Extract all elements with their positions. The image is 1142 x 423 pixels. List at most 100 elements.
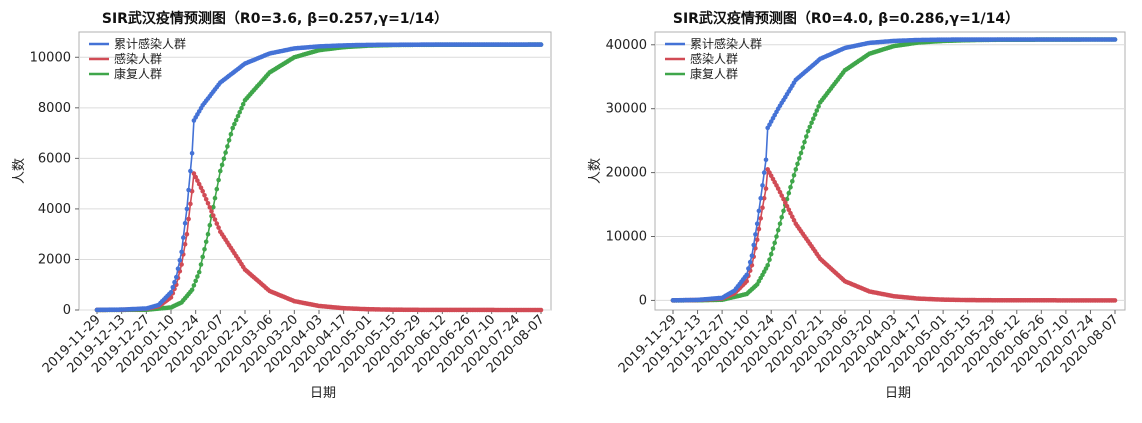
data-point <box>760 183 765 188</box>
data-point <box>760 205 765 210</box>
data-point <box>781 196 786 202</box>
legend-label: 感染人群 <box>690 51 738 66</box>
chart-title: SIR武汉疫情预测图（R0=3.6, β=0.257,γ=1/14） <box>102 10 448 27</box>
data-point <box>240 101 246 107</box>
data-point <box>195 178 200 183</box>
data-point <box>1112 37 1118 42</box>
data-point <box>538 42 544 47</box>
data-point <box>193 174 198 180</box>
data-point <box>805 128 811 134</box>
data-point <box>205 201 211 206</box>
data-point <box>767 257 772 263</box>
data-point <box>751 242 756 248</box>
data-point <box>219 162 225 168</box>
y-tick-label: 6000 <box>38 151 71 166</box>
data-point <box>188 201 193 207</box>
y-tick-label: 30000 <box>606 102 647 117</box>
data-point <box>777 221 783 226</box>
y-axis-label: 人数 <box>588 158 603 184</box>
data-point <box>200 254 205 260</box>
plot-area <box>654 31 1126 311</box>
data-point <box>775 227 781 233</box>
data-point <box>195 274 200 279</box>
data-point <box>784 203 790 209</box>
data-point <box>777 189 783 195</box>
data-point <box>184 231 190 237</box>
data-point <box>786 207 792 212</box>
series-cumulative <box>94 42 544 313</box>
series-cumulative <box>670 37 1118 303</box>
data-point <box>181 235 186 240</box>
data-point <box>182 242 188 247</box>
data-point <box>747 259 753 265</box>
data-point <box>765 263 770 268</box>
y-tick-label: 20000 <box>606 166 647 181</box>
data-point <box>191 171 197 176</box>
data-point <box>237 109 242 115</box>
data-point <box>783 200 788 205</box>
data-point <box>184 206 190 212</box>
data-point <box>790 179 795 184</box>
data-point <box>761 170 767 175</box>
data-point <box>758 195 763 201</box>
chart-title: SIR武汉疫情预测图（R0=4.0, β=0.286,γ=1/14） <box>673 10 1019 27</box>
data-point <box>793 167 799 172</box>
data-point <box>202 193 207 198</box>
data-point <box>198 185 204 190</box>
data-point <box>203 197 209 202</box>
data-point <box>768 251 774 257</box>
data-point <box>179 262 184 267</box>
data-point <box>754 221 760 226</box>
x-axis-label: 日期 <box>310 386 336 401</box>
data-point <box>763 157 769 163</box>
data-point <box>802 139 807 145</box>
data-point <box>232 121 237 127</box>
data-point <box>225 144 230 149</box>
data-point <box>211 213 216 218</box>
data-point <box>788 184 793 190</box>
data-point <box>189 188 195 194</box>
data-point <box>744 272 749 278</box>
y-tick-label: 10000 <box>606 230 647 245</box>
data-point <box>202 247 207 252</box>
data-point <box>770 246 776 251</box>
data-point <box>216 225 221 230</box>
series-infected <box>670 166 1118 303</box>
data-point <box>744 278 749 284</box>
data-point <box>193 278 198 284</box>
data-point <box>218 168 223 174</box>
data-point <box>756 226 762 232</box>
data-point <box>196 269 202 275</box>
data-point <box>235 113 241 119</box>
data-point <box>816 104 821 109</box>
data-point <box>223 150 228 155</box>
data-point <box>795 161 800 167</box>
data-point <box>186 216 191 222</box>
data-point <box>182 220 188 226</box>
data-point <box>798 150 804 156</box>
data-point <box>177 258 183 263</box>
data-point <box>781 208 786 214</box>
data-point <box>191 283 197 288</box>
data-point <box>189 151 195 156</box>
y-tick-label: 0 <box>63 303 71 318</box>
data-point <box>209 209 214 214</box>
legend-label: 累计感染人群 <box>690 36 762 51</box>
data-point <box>812 112 818 117</box>
data-point <box>763 186 769 191</box>
data-point <box>205 231 211 237</box>
data-point <box>761 195 767 201</box>
data-point <box>772 240 777 246</box>
data-point <box>212 195 218 201</box>
data-point <box>790 214 795 219</box>
data-point <box>779 193 784 198</box>
data-point <box>211 204 216 210</box>
data-point <box>230 125 235 131</box>
data-point <box>784 196 790 202</box>
data-point <box>226 138 232 143</box>
data-point <box>207 222 213 228</box>
legend-label: 累计感染人群 <box>114 36 186 51</box>
data-point <box>788 210 793 216</box>
data-point <box>800 145 806 150</box>
y-tick-label: 10000 <box>30 50 71 65</box>
